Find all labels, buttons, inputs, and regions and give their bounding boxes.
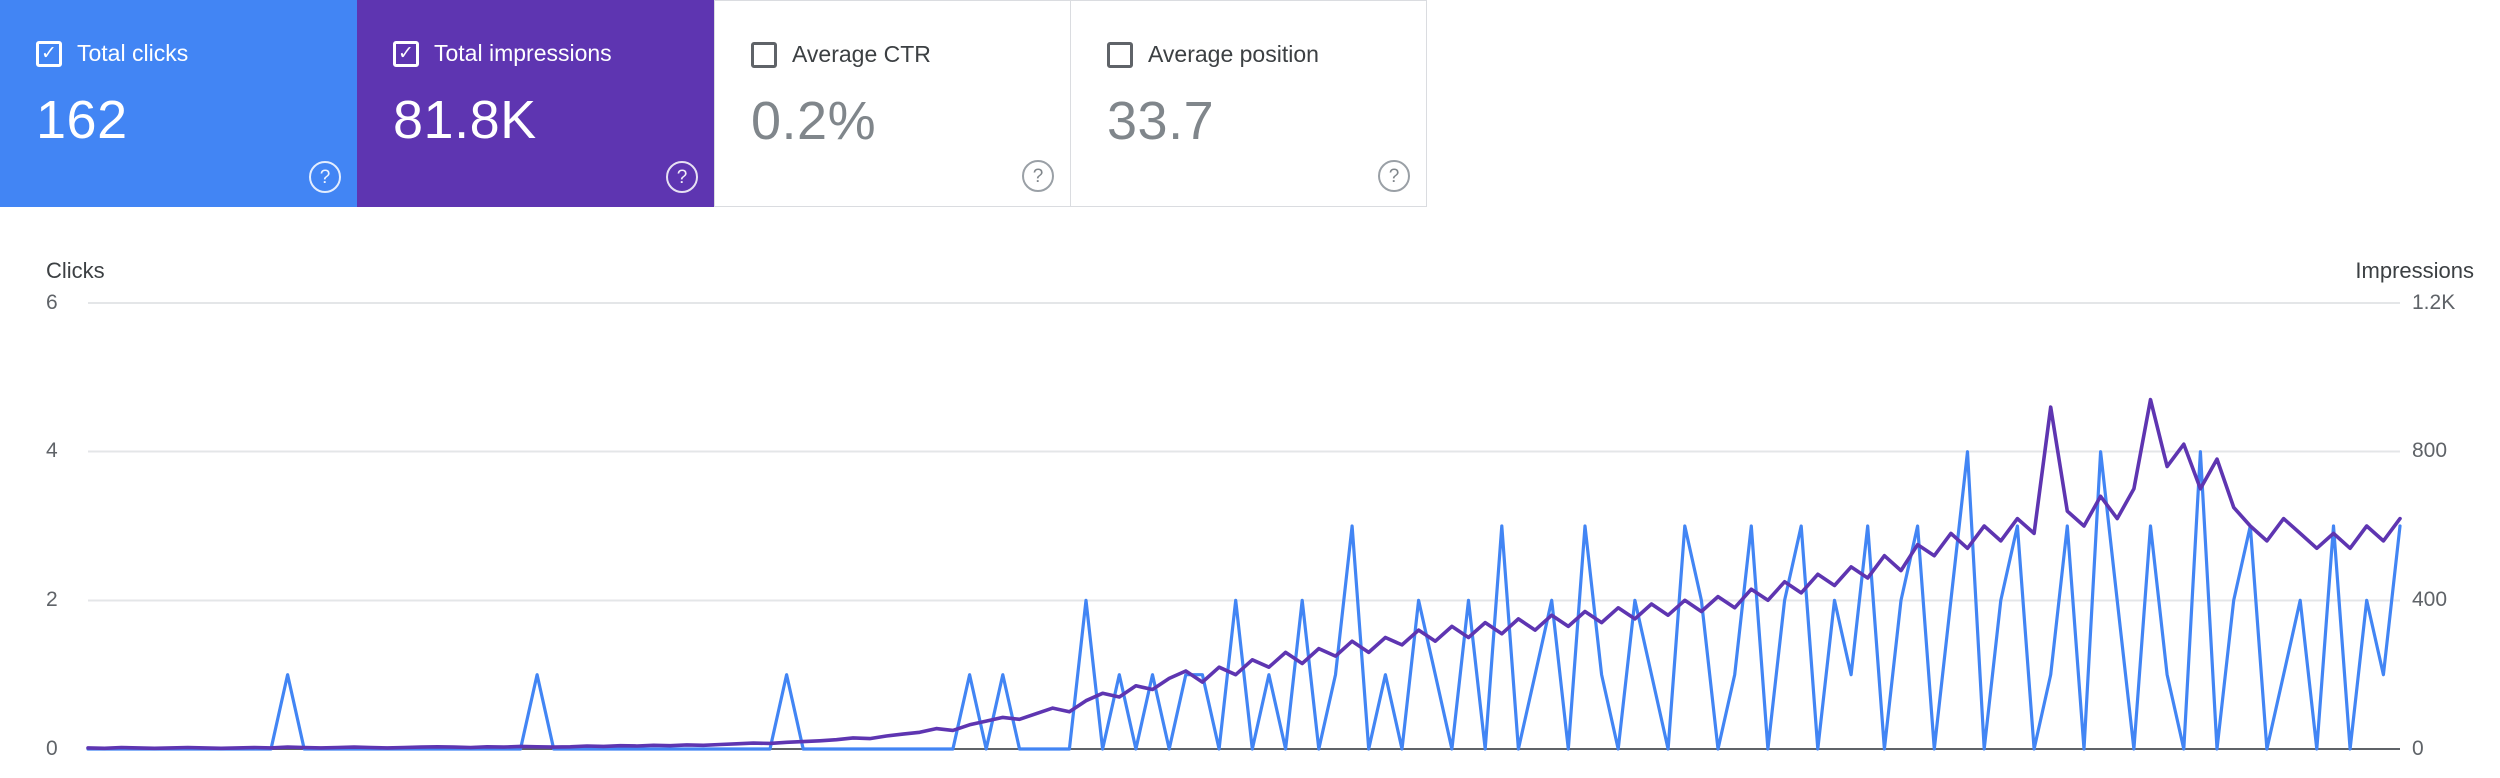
checkbox-unchecked-icon[interactable] <box>751 41 777 68</box>
card-head: ✓ Total impressions <box>393 40 678 67</box>
help-icon[interactable]: ? <box>309 161 341 193</box>
left-axis-tick: 4 <box>46 439 58 462</box>
card-label-total-impressions: Total impressions <box>434 40 612 66</box>
card-head: ✓ Total clicks <box>36 40 321 67</box>
card-value-average-ctr: 0.2% <box>751 91 877 151</box>
right-axis-tick: 800 <box>2412 439 2448 462</box>
checkbox-checked-icon[interactable]: ✓ <box>393 40 419 67</box>
card-label-average-ctr: Average CTR <box>792 41 931 67</box>
card-value-average-position: 33.7 <box>1107 91 1215 151</box>
checkbox-unchecked-icon[interactable] <box>1107 41 1133 68</box>
card-head: Average position <box>1107 41 1390 68</box>
metric-cards-row: ✓ Total clicks 162 ? ✓ Total impressions… <box>0 0 1427 207</box>
left-axis-tick: 6 <box>46 291 58 314</box>
help-icon[interactable]: ? <box>1378 160 1410 192</box>
card-label-total-clicks: Total clicks <box>77 40 189 66</box>
right-axis-title: Impressions <box>2355 258 2474 283</box>
card-average-position[interactable]: Average position 33.7 ? <box>1070 0 1427 207</box>
card-head: Average CTR <box>751 41 1034 68</box>
card-value-total-clicks: 162 <box>36 90 128 150</box>
right-axis-tick: 1.2K <box>2412 291 2456 314</box>
left-axis-tick: 0 <box>46 737 58 760</box>
card-total-clicks[interactable]: ✓ Total clicks 162 ? <box>0 0 357 207</box>
impressions-line[interactable] <box>86 397 2402 751</box>
left-axis-tick: 2 <box>46 588 58 611</box>
card-total-impressions[interactable]: ✓ Total impressions 81.8K ? <box>357 0 714 207</box>
card-label-average-position: Average position <box>1148 41 1319 67</box>
right-axis-tick: 0 <box>2412 737 2424 760</box>
left-axis-title: Clicks <box>46 258 105 283</box>
card-value-total-impressions: 81.8K <box>393 90 537 150</box>
right-axis-tick: 400 <box>2412 588 2448 611</box>
checkbox-checked-icon[interactable]: ✓ <box>36 40 62 67</box>
help-icon[interactable]: ? <box>666 161 698 193</box>
card-average-ctr[interactable]: Average CTR 0.2% ? <box>714 0 1071 207</box>
help-icon[interactable]: ? <box>1022 160 1054 192</box>
